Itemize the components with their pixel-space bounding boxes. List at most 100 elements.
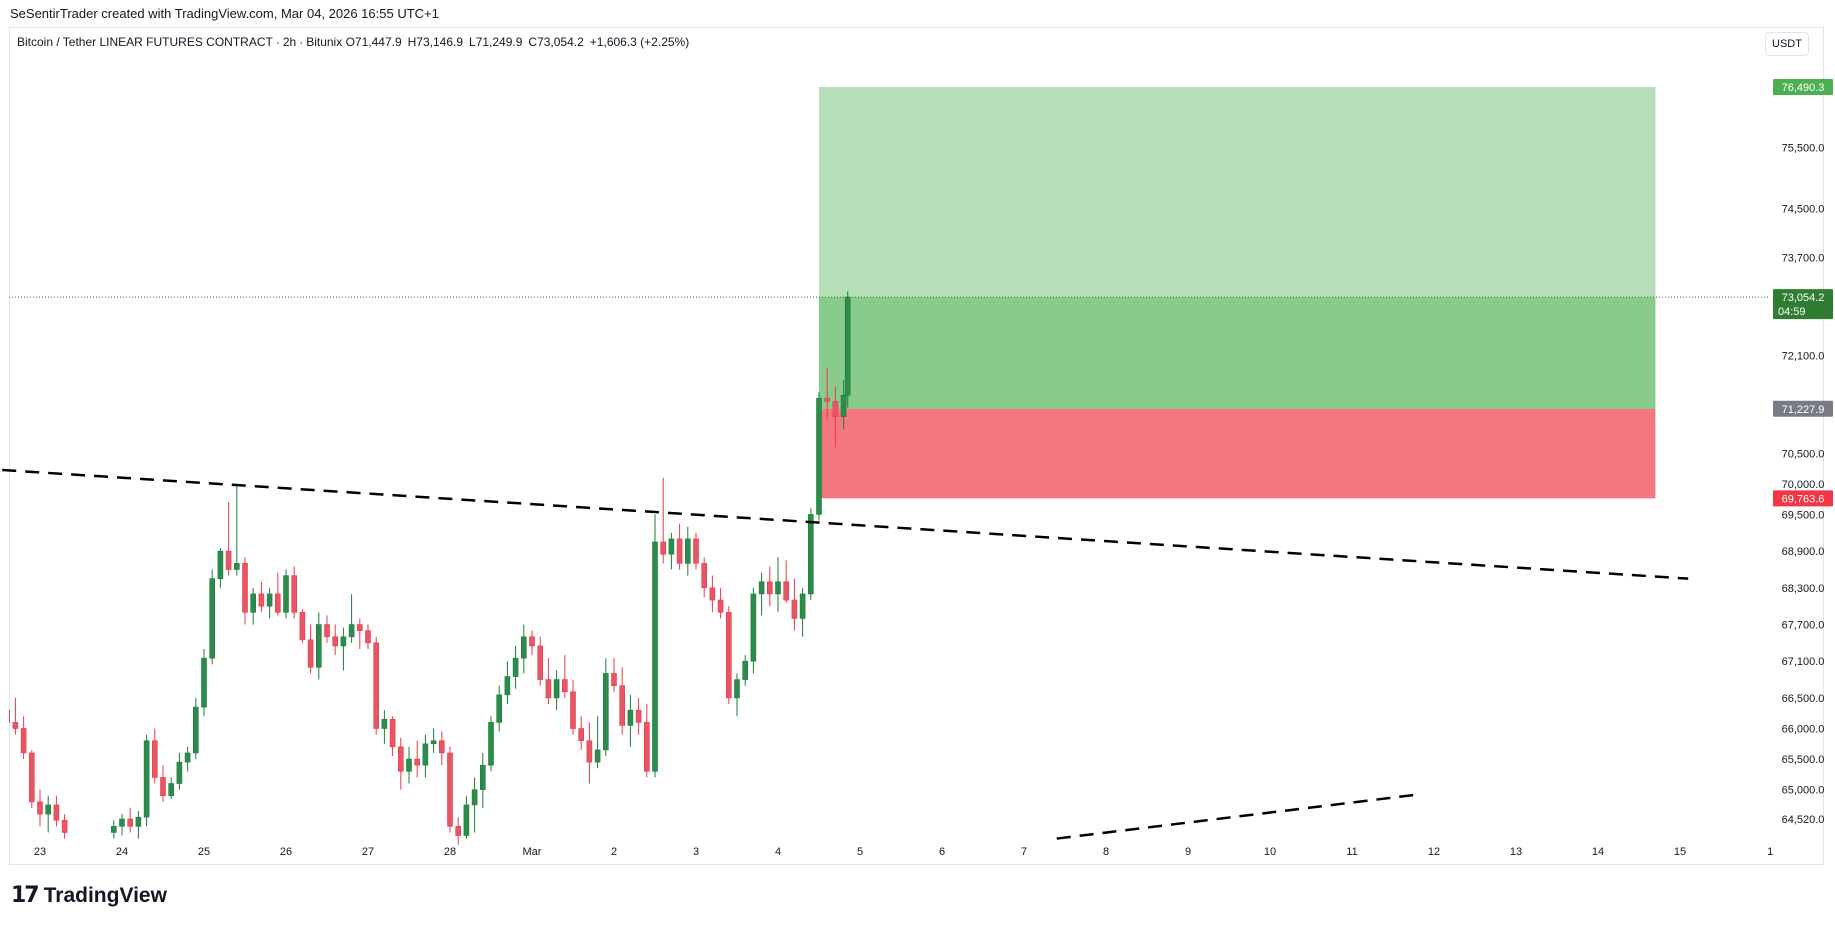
candle-body	[258, 593, 265, 607]
chart-frame	[9, 27, 1824, 865]
time-tick-label: 2	[611, 846, 617, 858]
candle-body	[193, 706, 199, 754]
candle	[283, 569, 289, 619]
trendlines-group[interactable]	[0, 466, 1689, 840]
time-tick-label: 13	[1510, 846, 1522, 858]
candle-body	[119, 818, 125, 827]
time-axis[interactable]: 23 24 25 26 27 28 Mar 2 3 4 5 6 7 8 9 10 11 12 13 14 15 1	[34, 846, 1773, 858]
symbol-legend[interactable]: Bitcoin / Tether LINEAR FUTURES CONTRACT…	[17, 35, 690, 49]
target-price-label: 76,490.3	[1773, 78, 1833, 95]
candle-body	[709, 587, 716, 601]
currency-selector[interactable]: USDT	[1765, 32, 1809, 56]
candle	[12, 697, 19, 735]
candle	[725, 606, 732, 705]
candles-group	[0, 291, 851, 845]
symbol-name[interactable]: Bitcoin / Tether LINEAR FUTURES CONTRACT	[17, 35, 273, 49]
time-tick-label: 24	[116, 846, 128, 858]
tradingview-logo[interactable]: 17 TradingView	[11, 883, 167, 908]
candle	[9, 709, 10, 723]
candle	[135, 811, 142, 839]
candle	[274, 572, 281, 616]
candle-body	[45, 804, 52, 815]
price-tick-label: 70,500.0	[1782, 448, 1825, 460]
target-zone-profit[interactable]	[819, 297, 1656, 409]
candle	[119, 814, 125, 836]
candle	[234, 483, 240, 576]
price-axis[interactable]: 75,500.0 74,500.0 73,700.0 72,100.0 70,500.0…	[1782, 143, 1825, 826]
price-tick-label: 73,700.0	[1782, 253, 1825, 265]
time-tick-label: 9	[1185, 846, 1191, 858]
candle-body	[422, 743, 429, 766]
low-value: L71,249.9	[469, 35, 523, 49]
chart-author-caption: SeSentirTrader created with TradingView.…	[10, 6, 439, 21]
stop-price-label: 69,763.6	[1773, 490, 1833, 507]
svg-text:76,490.3: 76,490.3	[1782, 82, 1825, 94]
price-tick-label: 67,100.0	[1782, 656, 1825, 668]
candle	[742, 655, 749, 686]
time-tick-label: 12	[1428, 846, 1440, 858]
candle-body	[529, 636, 535, 647]
candle	[824, 367, 831, 420]
candle	[479, 752, 486, 808]
candle-body	[684, 538, 691, 564]
candle-body	[479, 764, 486, 790]
candle	[209, 569, 215, 665]
candle	[512, 645, 519, 689]
stop-zone[interactable]	[819, 408, 1656, 499]
candle	[734, 673, 740, 717]
price-tick-label: 69,500.0	[1782, 509, 1825, 521]
candle	[668, 532, 675, 570]
price-tick-label: 65,000.0	[1782, 785, 1825, 797]
candle	[266, 587, 273, 619]
entry-price-label: 71,227.9	[1773, 400, 1833, 417]
candle-body	[176, 761, 183, 784]
interval-label[interactable]: 2h	[282, 35, 297, 49]
candle	[570, 679, 576, 735]
candle-body	[291, 575, 298, 613]
last-price-label: 73,054.2 04:59	[1773, 289, 1833, 320]
price-tick-label: 68,900.0	[1782, 546, 1825, 558]
candle	[709, 575, 716, 613]
candle-body	[225, 550, 232, 570]
price-tick-label: 66,500.0	[1782, 693, 1825, 705]
price-tick-label: 75,500.0	[1782, 143, 1825, 155]
candle-body	[414, 758, 421, 766]
candle	[504, 661, 511, 705]
candle	[660, 477, 667, 564]
trendline-1[interactable]	[0, 466, 1689, 580]
time-tick-label: 15	[1674, 846, 1686, 858]
candle-body	[234, 563, 240, 570]
price-tick-label: 64,520.0	[1782, 814, 1825, 826]
candle-body	[152, 740, 158, 778]
candle-body	[488, 722, 494, 766]
candle	[127, 807, 133, 833]
candle	[37, 789, 43, 827]
bar-countdown: 04:59	[1778, 306, 1806, 318]
candle-body	[12, 722, 19, 729]
candle	[0, 704, 2, 747]
trendline-2[interactable]	[1056, 793, 1418, 840]
candle	[315, 612, 322, 680]
candle-body	[315, 624, 322, 668]
time-tick-label: 27	[362, 846, 374, 858]
candle	[807, 508, 814, 601]
candle	[160, 765, 166, 802]
candle-body	[209, 578, 215, 659]
candle-body	[602, 673, 609, 751]
candle-body	[611, 673, 617, 686]
candle-body	[127, 818, 133, 827]
candle	[430, 728, 437, 753]
svg-text:73,054.2: 73,054.2	[1782, 292, 1825, 304]
candle	[775, 557, 781, 613]
candle	[832, 386, 839, 448]
candle-body	[512, 657, 519, 677]
candle	[627, 694, 634, 747]
candle-body	[332, 636, 339, 647]
tradingview-logo-mark: 17	[11, 883, 40, 908]
candle	[471, 777, 478, 833]
candle-body	[250, 593, 256, 613]
candle-body	[496, 694, 503, 723]
candle	[299, 609, 306, 643]
candle-body	[553, 679, 560, 699]
